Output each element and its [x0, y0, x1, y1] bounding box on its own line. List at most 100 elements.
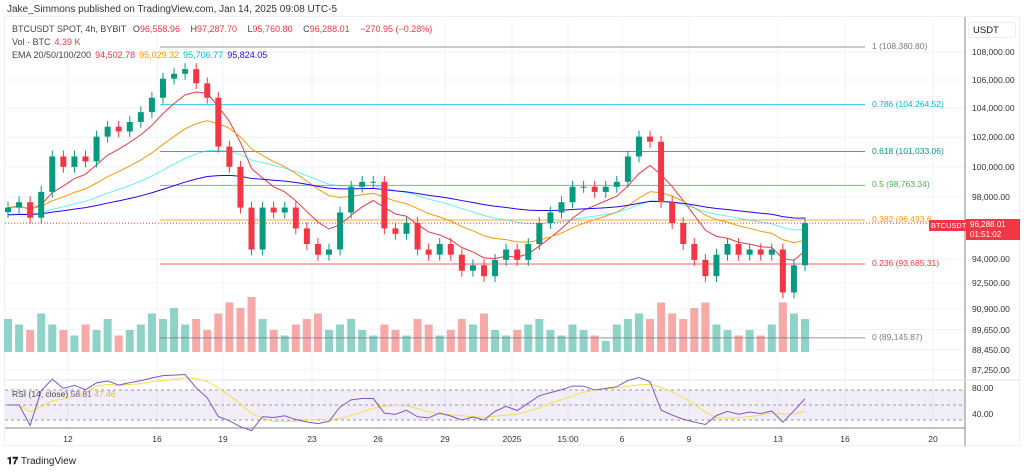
candle-body: [292, 207, 299, 229]
candle-body: [735, 243, 742, 255]
candle-body: [768, 249, 775, 255]
rsi-axis-label: 80.00: [972, 383, 994, 393]
candle-body: [93, 136, 100, 162]
candle-body: [16, 202, 23, 208]
volume-bar: [446, 330, 455, 352]
candle-body: [414, 222, 421, 250]
time-axis-label: 2025: [502, 434, 522, 444]
candle-body: [436, 243, 443, 255]
price-axis-label: 106,000.00: [972, 75, 1015, 86]
volume-bar: [203, 330, 212, 352]
symbol[interactable]: BTCUSDT SPOT, 4h, BYBIT: [12, 24, 127, 34]
candle-body: [270, 207, 277, 213]
volume-bar: [26, 330, 35, 352]
time-axis-label: 29: [440, 434, 450, 444]
volume-bar: [634, 313, 643, 352]
volume-bar: [325, 330, 334, 352]
candle-body: [514, 249, 521, 260]
volume-bar: [502, 335, 511, 352]
volume-bar: [280, 335, 289, 352]
volume-bar: [679, 319, 688, 352]
high-label: H: [190, 24, 197, 34]
volume-bar: [668, 313, 677, 352]
candle-body: [248, 207, 255, 250]
volume-bar: [302, 319, 311, 352]
candle-body: [425, 249, 432, 255]
candle-body: [49, 156, 56, 192]
tradingview-logo[interactable]: 𝟏𝟕 TradingView: [7, 456, 76, 467]
currency-button[interactable]: USDT: [968, 22, 1016, 38]
volume-bar: [170, 308, 179, 352]
candle-body: [314, 243, 321, 255]
volume-bar: [81, 324, 90, 352]
low-value: 95,760.80: [252, 24, 293, 34]
volume-bar: [114, 335, 123, 352]
volume-bar: [646, 319, 655, 352]
fib-label: 0 (89,145.87): [872, 331, 923, 342]
rsi-label: RSI (14, close): [12, 389, 69, 399]
volume-bar: [413, 319, 422, 352]
volume-bar: [59, 330, 68, 352]
volume-bar: [214, 313, 223, 352]
candle-body: [226, 146, 233, 167]
candle-body: [525, 243, 532, 260]
fib-label: 0.5 (98,763.34): [872, 179, 930, 190]
candle-body: [126, 121, 133, 132]
volume-bar: [158, 319, 167, 352]
candle-body: [60, 156, 67, 167]
price-axis-label: 89,650.00: [972, 324, 1010, 335]
volume-bar: [358, 330, 367, 352]
candle-body: [746, 249, 753, 255]
candle-body: [458, 254, 465, 271]
ohlc-legend: BTCUSDT SPOT, 4h, BYBIT O96,558.96 H97,2…: [12, 24, 436, 34]
volume-bar: [734, 335, 743, 352]
candle-body: [381, 181, 388, 229]
volume-bar: [192, 319, 201, 352]
high-group: H97,287.70: [190, 24, 241, 34]
time-axis-label: 19: [218, 434, 228, 444]
candle-body: [680, 222, 687, 244]
volume-bar: [723, 330, 732, 352]
volume-bar: [225, 302, 234, 352]
close-value: 96,288.01: [309, 24, 350, 34]
candle-body: [281, 207, 288, 213]
volume-bar: [313, 313, 322, 352]
volume-bar: [147, 313, 156, 352]
time-axis-label: 15:00: [557, 434, 579, 444]
fib-label: 0.786 (104,264.52): [872, 98, 944, 109]
candle-body: [702, 259, 709, 277]
volume-bar: [778, 302, 787, 352]
candle-body: [658, 141, 665, 203]
volume-bar: [657, 302, 666, 352]
volume-bar: [391, 330, 400, 352]
candle-body: [635, 136, 642, 157]
open-value: 96,558.96: [139, 24, 180, 34]
volume-label: Vol · BTC: [12, 37, 51, 47]
candle-body: [403, 222, 410, 234]
time-axis-label: 16: [840, 434, 850, 444]
price-axis-label: 102,000.00: [972, 132, 1015, 143]
candle-body: [492, 259, 499, 277]
price-axis-label: 94,000.00: [972, 253, 1010, 264]
ema100-value: 95,706.77: [183, 50, 224, 60]
volume-bar: [457, 319, 466, 352]
tv-logo-icon: 𝟏𝟕: [7, 456, 21, 467]
volume-bar: [369, 335, 378, 352]
price-axis-label: 100,000.00: [972, 161, 1015, 172]
volume-bar: [557, 335, 566, 352]
ema20-line: [7, 91, 806, 261]
price-axis-label: 108,000.00: [972, 47, 1015, 58]
volume-bar: [269, 330, 278, 352]
candle-body: [757, 249, 764, 255]
volume-bar: [258, 319, 267, 352]
candle-body: [724, 243, 731, 255]
candle-body: [624, 156, 631, 182]
candle-body: [802, 223, 808, 266]
candle-body: [137, 112, 144, 122]
ema200-value: 95,824.05: [227, 50, 268, 60]
time-axis-label: 9: [686, 434, 692, 444]
ema50-line: [7, 120, 806, 244]
candle-body: [215, 97, 222, 147]
close-group: C96,288.01: [303, 24, 354, 34]
